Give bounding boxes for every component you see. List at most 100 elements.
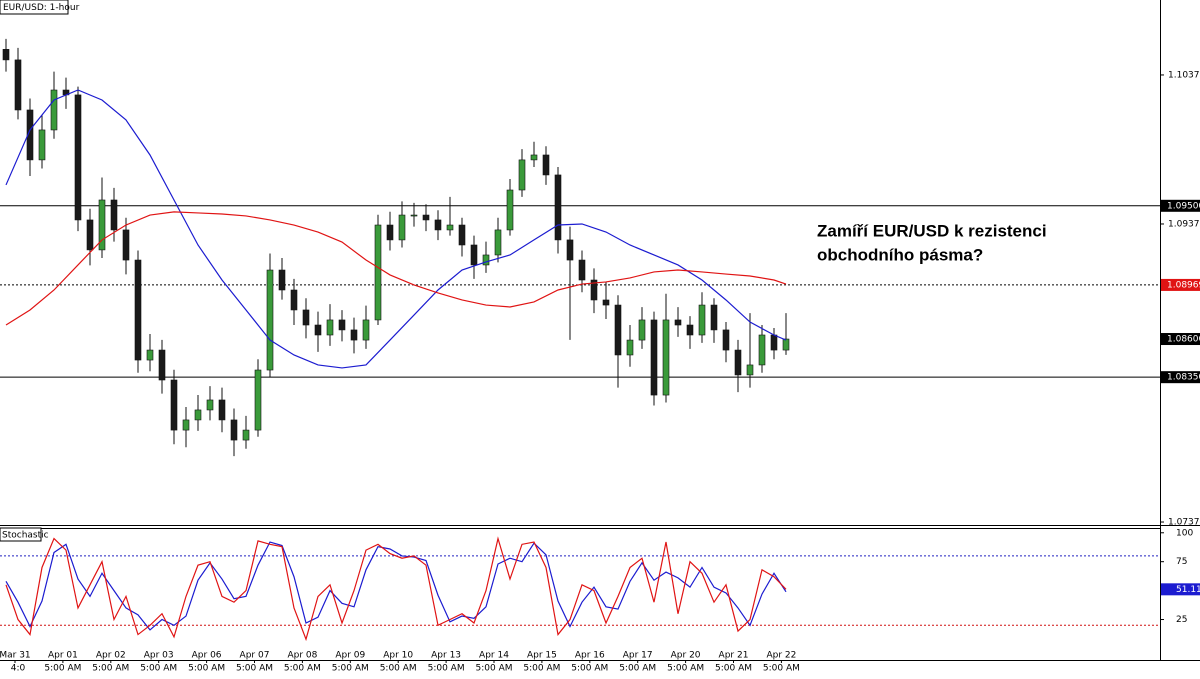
candle-body [86, 219, 94, 251]
candle-body [614, 304, 622, 356]
candle-body [422, 214, 430, 221]
candle-body [470, 244, 478, 266]
candle-body [398, 214, 406, 241]
candle-body [74, 94, 82, 221]
stochastic-k [5, 536, 787, 642]
candle-body [182, 419, 190, 431]
x-date-label: Apr 13 [431, 651, 461, 661]
candle-body [242, 429, 250, 441]
x-date-label: Apr 21 [719, 651, 749, 661]
price-label-box [1161, 333, 1200, 346]
x-time-label: 5:00 AM [284, 664, 321, 674]
price-label-box [1161, 371, 1200, 384]
x-date-label: Apr 15 [527, 651, 557, 661]
candle-body [590, 279, 598, 301]
candle-body [506, 189, 514, 231]
axes: 1.10378 1.09378 1.07378 1.09500 1.08969 1.086… [0, 70, 1200, 674]
candle-body [554, 174, 562, 241]
chart-title: EUR/USD: 1-hour [3, 3, 80, 13]
annotation: Zamíří EUR/USD k rezistenci [817, 221, 1047, 240]
x-time-label: 5:00 AM [332, 664, 369, 674]
candle-body [170, 379, 178, 431]
moving-average [5, 211, 787, 326]
x-date-label: Apr 03 [144, 651, 174, 661]
candle-body [734, 349, 742, 376]
price-label-box [1161, 199, 1200, 212]
x-date-label: Apr 20 [671, 651, 701, 661]
x-time-label: 4:0 [11, 664, 26, 674]
x-date-label: Apr 14 [479, 651, 509, 661]
candle-body [698, 304, 706, 336]
candle-body [338, 319, 346, 331]
x-date-label: Apr 22 [766, 651, 796, 661]
indicator-value: 51.11 [1176, 585, 1200, 595]
candle-body [218, 399, 226, 421]
price-label: 1.08350 [1167, 373, 1200, 383]
candle-body [362, 319, 370, 341]
candle-body [302, 309, 310, 326]
candle-body [686, 324, 694, 336]
stochastic-d [5, 541, 787, 631]
candle-body [746, 364, 754, 376]
candle-body [578, 259, 586, 281]
candle-body [230, 419, 238, 441]
candle-body [254, 369, 262, 431]
candle-body [110, 199, 118, 231]
x-date-label: Apr 10 [383, 651, 413, 661]
x-time-label: 5:00 AM [715, 664, 752, 674]
candle-body [278, 269, 286, 291]
y-tick-label: 1.07378 [1168, 518, 1200, 528]
candle-body [314, 324, 322, 336]
y-tick-label: 1.10378 [1168, 70, 1200, 80]
x-date-label: Apr 06 [192, 651, 222, 661]
candle-body [50, 89, 58, 131]
price-label: 1.08969 [1167, 280, 1200, 290]
indicator-value-box [1161, 583, 1200, 596]
x-time-label: 5:00 AM [188, 664, 225, 674]
candle-body [266, 269, 274, 371]
candle-body [158, 349, 166, 381]
x-time-label: 5:00 AM [476, 664, 513, 674]
x-date-label: Apr 17 [623, 651, 653, 661]
candle-body [674, 319, 682, 326]
candle-body [206, 399, 214, 411]
candle-body [434, 219, 442, 231]
y-tick-label: 75 [1176, 557, 1187, 567]
indicator-title: Stochastic [2, 531, 49, 541]
x-date-label: Apr 01 [48, 651, 78, 661]
candle-body [662, 319, 670, 396]
x-date-label: Apr 16 [575, 651, 605, 661]
candle-body [782, 338, 790, 351]
candle-body [770, 334, 778, 351]
candle-body [722, 329, 730, 351]
candle-body [458, 224, 466, 246]
candle-body [2, 49, 10, 61]
candle-body [626, 339, 634, 356]
x-time-label: 5:00 AM [667, 664, 704, 674]
x-time-label: 5:00 AM [523, 664, 560, 674]
candle-body [602, 299, 610, 306]
candle-body [446, 224, 454, 231]
candle-body [710, 304, 718, 331]
candle-body [482, 254, 490, 266]
candle-body [14, 59, 22, 111]
candle-body [386, 224, 394, 241]
candle-body [410, 214, 418, 217]
x-date-label: Apr 09 [335, 651, 365, 661]
candle-body [146, 349, 154, 361]
candle-body [350, 329, 358, 341]
x-time-label: 5:00 AM [380, 664, 417, 674]
x-time-label: 5:00 AM [619, 664, 656, 674]
x-time-label: 5:00 AM [763, 664, 800, 674]
y-tick-label: 1.09378 [1168, 219, 1200, 229]
x-time-label: 5:00 AM [571, 664, 608, 674]
candle-body [326, 319, 334, 336]
x-time-label: 5:00 AM [140, 664, 177, 674]
candle-body [194, 409, 202, 421]
candle-body [38, 129, 46, 161]
candle-body [530, 154, 538, 161]
candle-body [638, 319, 646, 341]
x-time-label: 5:00 AM [236, 664, 273, 674]
candle-body [650, 319, 658, 396]
